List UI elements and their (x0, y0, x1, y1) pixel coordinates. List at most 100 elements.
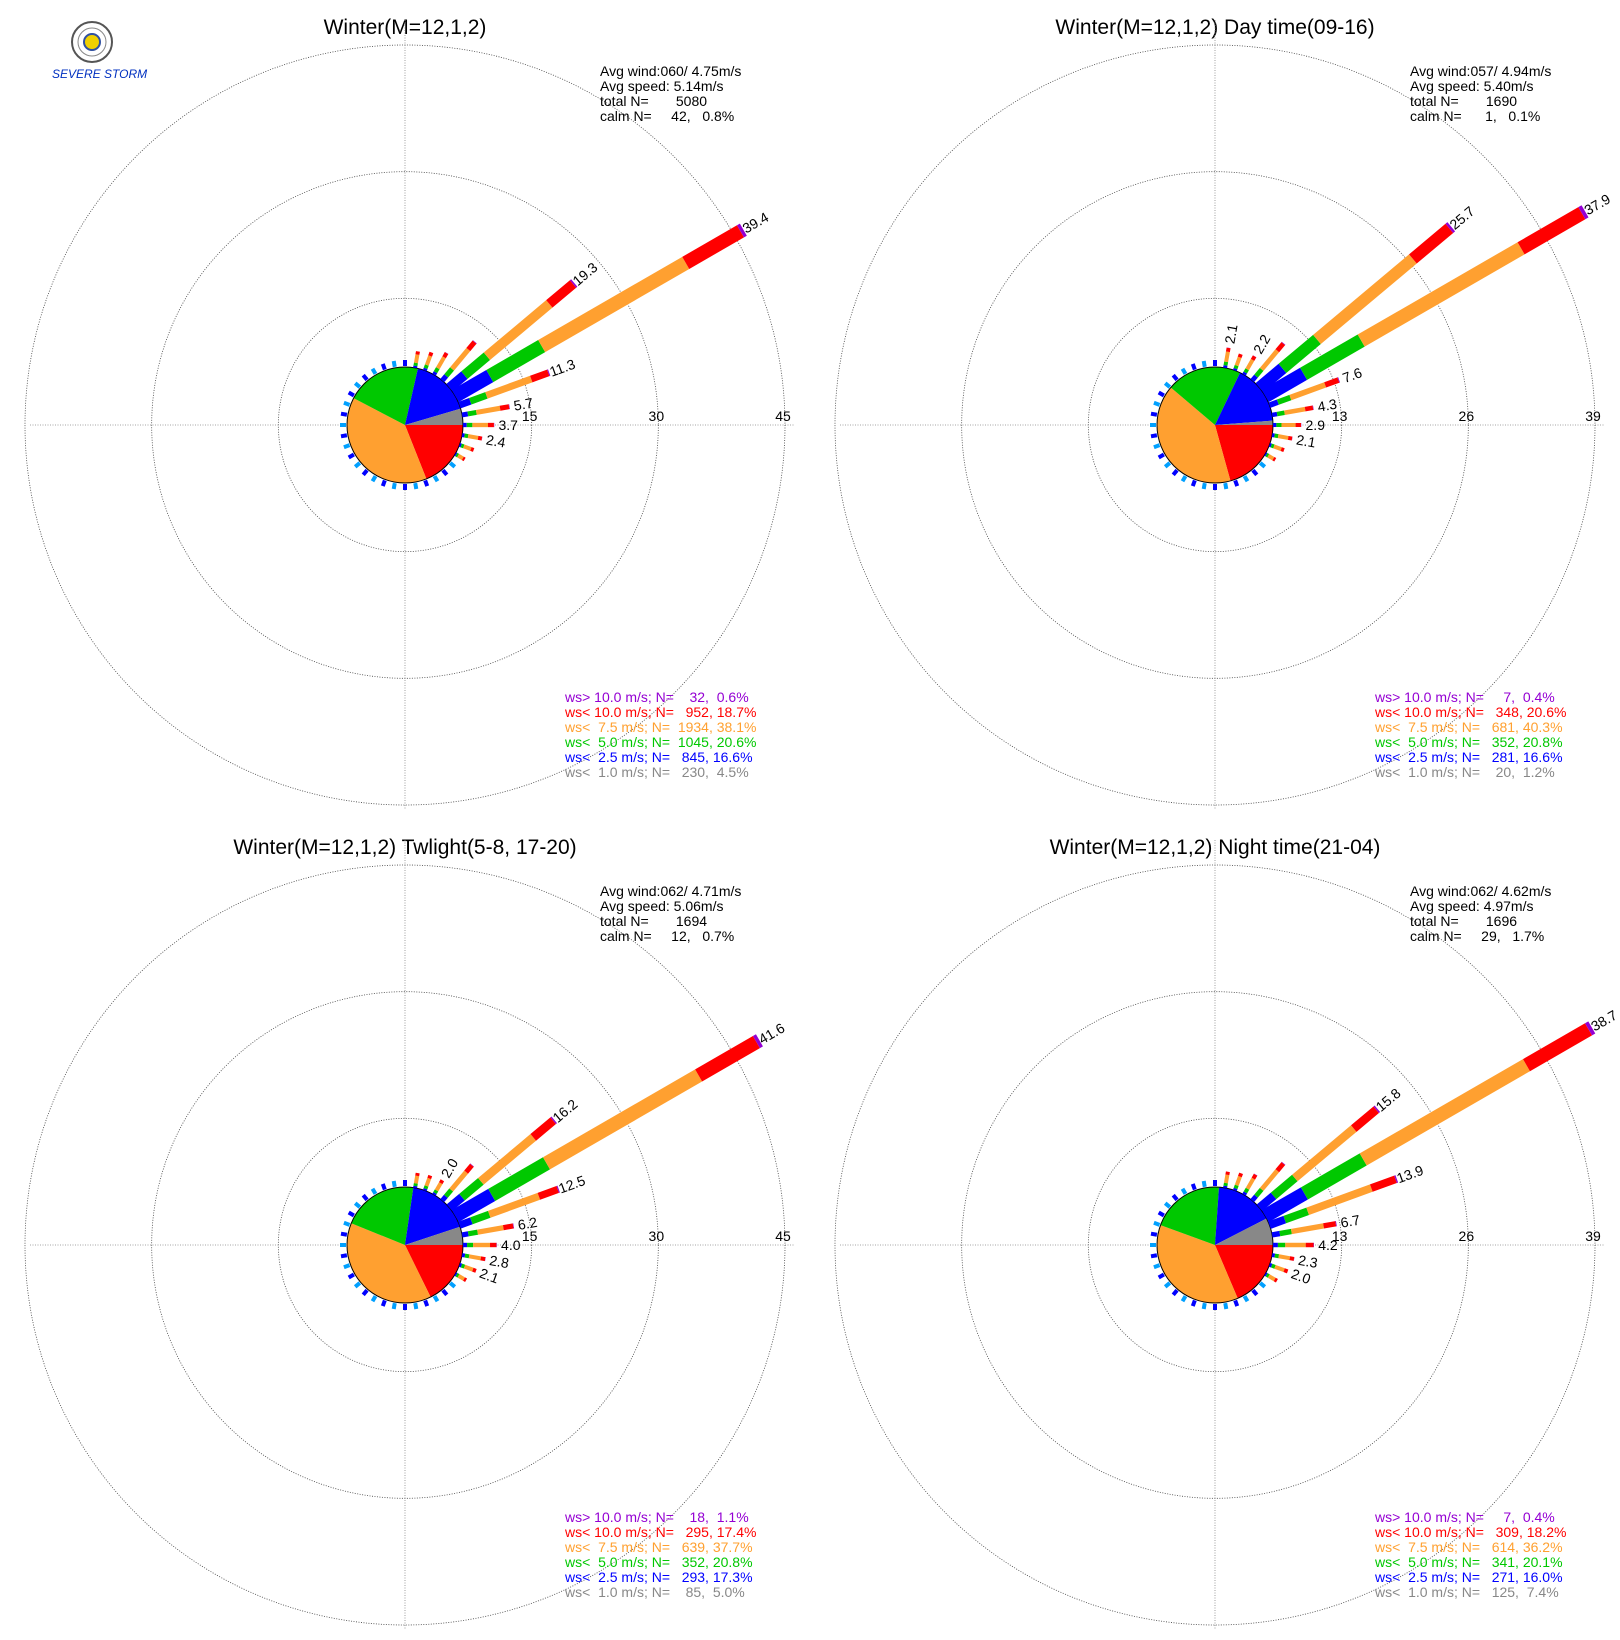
bar-segment (413, 1185, 418, 1189)
bar-segment (1254, 1187, 1264, 1198)
windrose-panel-4: Winter(M=12,1,2) Night time(21-04) 13 26 39… (810, 820, 1620, 1640)
bar-segment (1276, 394, 1292, 405)
minor-direction-stub (1223, 482, 1229, 490)
minor-direction-stub (340, 433, 348, 439)
bar-segment (1283, 1268, 1289, 1274)
bar-segment (488, 1157, 550, 1201)
bar-segment (461, 1231, 469, 1238)
minor-direction-stub (380, 363, 387, 371)
stats-avg-wind: Avg wind:057/ 4.94m/s (1410, 63, 1552, 79)
bar-segment (1278, 1254, 1291, 1261)
ring-45 (24, 44, 786, 806)
bar-segment (1273, 422, 1277, 428)
legend-entry: ws> 10.0 m/s; N= 7, 0.4% (1375, 1509, 1555, 1525)
minor-direction-stub (391, 1180, 397, 1188)
bar-segment (413, 362, 418, 367)
bar-label: 13.9 (1394, 1162, 1425, 1186)
bar-segment (483, 300, 553, 361)
minor-direction-stub (353, 381, 362, 389)
direction-bar-90 (1273, 422, 1302, 428)
ring-label-45: 45 (775, 408, 791, 424)
bar-label: 2.1 (1221, 323, 1240, 345)
bar-segment (463, 1264, 474, 1272)
bar-segment (1261, 1187, 1308, 1223)
minor-direction-stub (361, 1288, 369, 1297)
bar-segment (1280, 447, 1285, 452)
minor-direction-stub (380, 479, 387, 487)
ring-label-13: 13 (1332, 408, 1348, 424)
stats-calm: calm N= 29, 1.7% (1410, 928, 1545, 944)
legend: ws> 10.0 m/s; N= 7, 0.4% ws< 10.0 m/s; N=… (1375, 690, 1566, 780)
bar-segment (463, 1277, 468, 1283)
bar-segment (1267, 1274, 1276, 1282)
legend-entry: ws< 10.0 m/s; N= 952, 18.7% (565, 704, 757, 720)
bar-segment (433, 367, 440, 374)
minor-direction-stub (1251, 468, 1259, 477)
ring-label-45: 45 (775, 1228, 791, 1244)
bar-segment (1271, 1253, 1276, 1258)
direction-bar-100 (1271, 433, 1293, 441)
ring-30 (151, 171, 659, 679)
bar-segment (1373, 1105, 1381, 1114)
bar-segment (1243, 368, 1249, 374)
bar-segment (470, 447, 475, 452)
pie-slice-5 (1215, 420, 1273, 425)
bar-segment (1276, 422, 1282, 428)
bar-segment (466, 340, 477, 352)
direction-bar-10 (413, 1172, 420, 1189)
bar-segment (432, 1192, 437, 1196)
pie-slice-1 (405, 1245, 463, 1298)
bar-segment (1276, 410, 1285, 417)
bar-segment (440, 1194, 448, 1203)
bar-segment (477, 1225, 504, 1235)
minor-direction-stub (1251, 1288, 1259, 1297)
bar-segment (487, 1192, 541, 1218)
direction-bar-90 (1273, 1242, 1314, 1248)
bar-segment (1305, 1242, 1314, 1248)
bar-segment (424, 1177, 432, 1187)
bar-segment (1292, 1125, 1357, 1182)
minor-direction-stub (1150, 433, 1158, 439)
minor-direction-stub (353, 1201, 362, 1209)
legend-entry: ws< 5.0 m/s; N= 352, 20.8% (565, 1554, 753, 1570)
stats-avg-speed: Avg speed: 4.97m/s (1410, 898, 1534, 914)
bar-segment (433, 1189, 439, 1195)
direction-bar-90 (463, 422, 495, 428)
bar-segment (1285, 1242, 1306, 1248)
bar-segment (463, 1242, 468, 1248)
minor-direction-stub (1180, 367, 1188, 375)
ring-15 (277, 297, 533, 553)
bar-segment (1223, 1182, 1228, 1187)
bar-segment (1287, 435, 1293, 441)
legend-entry: ws< 1.0 m/s; N= 85, 5.0% (565, 1584, 745, 1600)
bar-segment (459, 1178, 484, 1201)
bar-segment (415, 351, 420, 355)
bar-segment (1273, 1277, 1278, 1283)
bar-segment (1445, 222, 1456, 233)
direction-bar-50 (1255, 222, 1456, 393)
bar-segment (1277, 1242, 1286, 1248)
minor-direction-stub (1163, 381, 1172, 389)
bar-segment (1259, 349, 1280, 371)
bar-segment (1223, 361, 1229, 366)
legend-entry: ws> 10.0 m/s; N= 18, 1.1% (565, 1509, 749, 1525)
bar-segment (1306, 1184, 1373, 1215)
bar-segment (454, 452, 458, 457)
direction-bar-110 (458, 442, 475, 452)
bar-segment (1250, 355, 1257, 361)
bar-segment (451, 1188, 496, 1223)
minor-direction-stub (1171, 1193, 1179, 1202)
bar-segment (1234, 1175, 1242, 1186)
bar-segment (695, 1036, 760, 1082)
pie-slice-4 (405, 368, 461, 425)
minor-direction-stub (1180, 475, 1188, 483)
direction-bar-10 (1223, 347, 1231, 369)
bar-segment (487, 422, 494, 428)
direction-bar-20 (422, 351, 434, 372)
bar-segment (423, 364, 429, 369)
bar-segment (413, 1175, 420, 1184)
bar-segment (461, 433, 465, 438)
pie-slice-1 (1215, 1245, 1273, 1299)
bar-segment (1245, 1177, 1256, 1190)
bar-label: 39.4 (740, 209, 772, 237)
